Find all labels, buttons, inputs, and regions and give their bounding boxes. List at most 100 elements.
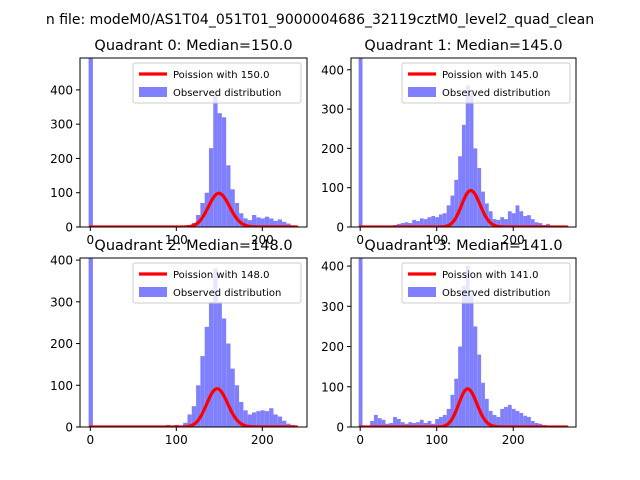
hist-bar: [461, 124, 466, 227]
hist-bar: [286, 423, 291, 427]
legend-frame: [401, 262, 571, 304]
hist-bar: [439, 416, 443, 427]
hist-bar: [385, 423, 390, 427]
plot-area: [358, 58, 569, 227]
y-tick-label: 0: [336, 221, 344, 235]
hist-bar: [277, 416, 283, 427]
y-tick-label: 300: [321, 300, 344, 314]
hist-bar: [400, 223, 405, 227]
legend-label-observed: Observed distribution: [442, 288, 550, 299]
quadrant-panel-2: 0 100 200 0 100 200 300 400 Quadrant 2: Median=1…: [50, 238, 308, 447]
axes-frame: [79, 57, 308, 228]
y-tick-label: 0: [336, 421, 344, 435]
hist-bar: [226, 343, 231, 427]
hist-bar: [377, 418, 382, 427]
x-tick-label: 0: [86, 233, 94, 247]
hist-bar: [243, 410, 248, 427]
hist-bar: [404, 222, 409, 227]
hist-bar: [269, 218, 274, 227]
hist-bar: [393, 416, 397, 427]
hist-bar: [481, 382, 485, 427]
legend-frame: [401, 62, 571, 104]
legend: Poission with 145.0 Observed distribution: [401, 62, 571, 104]
hist-bar: [256, 411, 261, 427]
y-tick-label: 300: [50, 118, 73, 132]
hist-bar: [396, 418, 401, 427]
hist-bar: [389, 422, 394, 427]
poisson-line: [358, 387, 569, 427]
x-tick-label: 0: [86, 433, 94, 447]
y-tick-label: 100: [321, 181, 344, 195]
hist-bar: [454, 378, 459, 427]
poisson-line: [358, 188, 569, 227]
y-tick-label: 300: [321, 103, 344, 117]
y-tick-label: 100: [50, 379, 73, 393]
hist-bar: [442, 414, 447, 427]
hist-bar: [88, 258, 93, 427]
hist-bar: [208, 301, 214, 427]
panel-title: Quadrant 0: Median=150.0: [94, 38, 292, 54]
plot-area: [358, 258, 569, 427]
y-tick-label: 400: [50, 83, 73, 97]
hist-bar: [439, 214, 443, 227]
hist-bar: [230, 368, 235, 427]
hist-bar: [469, 294, 474, 427]
hist-bar: [239, 213, 244, 227]
hist-bar: [504, 219, 508, 227]
hist-bar: [511, 213, 516, 227]
legend-label-poisson: Poission with 145.0: [442, 70, 538, 81]
x-tick-label: 100: [425, 433, 448, 447]
hist-bar: [465, 266, 470, 427]
hist-bar: [507, 404, 512, 427]
hist-bar: [530, 420, 535, 427]
y-tick-label: 200: [321, 340, 344, 354]
hist-bar: [247, 220, 252, 227]
hist-bar: [488, 410, 493, 427]
hist-bar: [204, 326, 209, 427]
y-tick-label: 200: [321, 142, 344, 156]
hist-bar: [221, 318, 227, 427]
hist-bar: [273, 414, 278, 427]
hist-bar: [484, 203, 489, 227]
hist-bar: [260, 218, 265, 227]
legend-label-observed: Observed distribution: [442, 88, 550, 99]
hist-bar: [196, 385, 201, 427]
hist-bar: [234, 203, 240, 227]
hist-bar: [419, 419, 424, 427]
hist-bar: [515, 205, 520, 227]
x-tick-label: 0: [356, 433, 364, 447]
hist-bar: [473, 148, 478, 227]
x-tick-label: 200: [502, 433, 525, 447]
hist-bar: [230, 189, 235, 227]
hist-bar: [217, 301, 222, 427]
hist-bar: [239, 401, 244, 427]
panels: 0 100 200 0 100 200 300 400 Quadrant 0: Median=1…: [50, 38, 577, 447]
hist-bar: [511, 408, 516, 427]
hist-bar: [408, 422, 413, 427]
axes-frame: [350, 57, 577, 228]
hist-bar: [269, 408, 274, 427]
legend: Poission with 141.0 Observed distribution: [401, 262, 571, 304]
hist-bar: [416, 221, 420, 227]
axes-frame: [79, 257, 308, 428]
hist-bar: [412, 422, 417, 427]
legend-bar-swatch: [408, 287, 436, 297]
quadrant-panel-0: 0 100 200 0 100 200 300 400 Quadrant 0: Median=1…: [50, 38, 308, 247]
hist-bar: [435, 217, 440, 227]
y-tick-label: 0: [65, 221, 73, 235]
legend-label-poisson: Poission with 141.0: [442, 270, 538, 281]
hist-bar: [446, 408, 451, 427]
legend: Poission with 148.0 Observed distribution: [132, 262, 302, 304]
hist-bar: [527, 215, 531, 227]
y-tick-label: 200: [50, 337, 73, 351]
hist-bar: [519, 211, 524, 227]
y-tick-label: 0: [65, 421, 73, 435]
hist-bar: [492, 414, 497, 427]
panel-title: Quadrant 2: Median=148.0: [94, 238, 292, 254]
hist-bar: [191, 406, 197, 427]
legend-frame: [132, 262, 302, 304]
x-tick-label: 0: [356, 233, 364, 247]
panel-title: Quadrant 3: Median=141.0: [364, 238, 562, 254]
hist-bar: [484, 398, 489, 427]
